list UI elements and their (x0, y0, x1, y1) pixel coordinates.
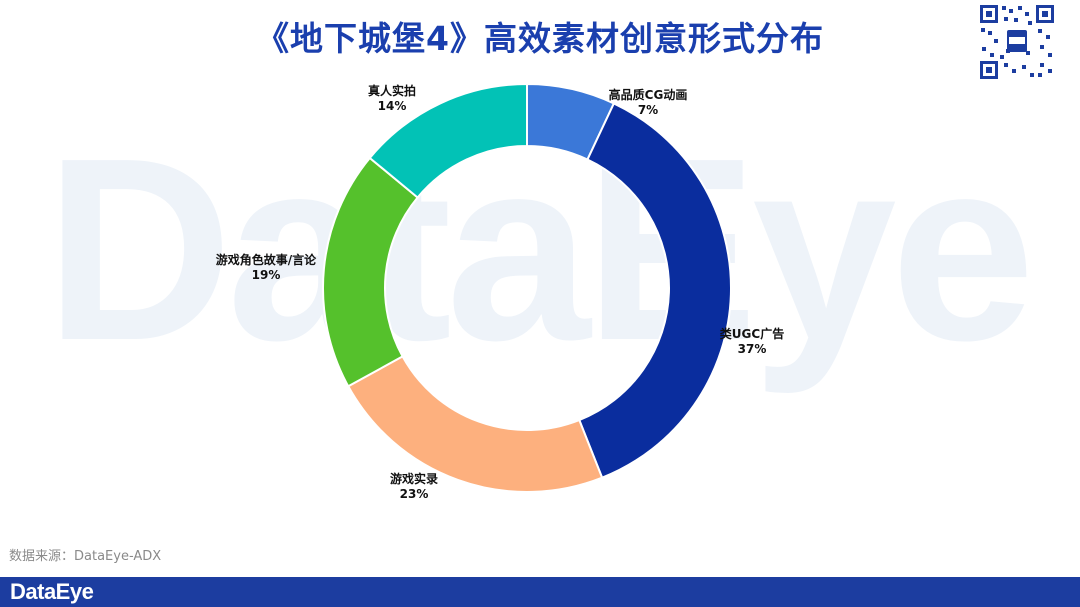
chart-title: 《地下城堡4》高效素材创意形式分布 (256, 19, 824, 58)
slice-label: 真人实拍 (368, 83, 416, 98)
slice-percent-label: 19% (252, 268, 281, 282)
footer-logo: DataEye (10, 579, 94, 604)
donut-slice (346, 355, 604, 493)
slice-percent-label: 37% (738, 342, 767, 356)
slice-label: 游戏角色故事/言论 (216, 252, 317, 267)
footer-bar: DataEye (0, 577, 1080, 607)
slice-label: 高品质CG动画 (609, 87, 688, 102)
slice-label: 游戏实录 (390, 471, 438, 486)
slice-percent-label: 14% (378, 99, 407, 113)
data-source: 数据来源：DataEye-ADX (9, 549, 162, 564)
slice-label: 类UGC广告 (720, 326, 784, 341)
donut-slice (322, 156, 419, 388)
donut-slice (368, 82, 528, 199)
donut-slice (577, 102, 732, 479)
slice-percent-label: 7% (638, 103, 658, 117)
watermark: DataEye (45, 105, 1035, 395)
slice-percent-label: 23% (400, 487, 429, 501)
qr-code (978, 3, 1056, 81)
